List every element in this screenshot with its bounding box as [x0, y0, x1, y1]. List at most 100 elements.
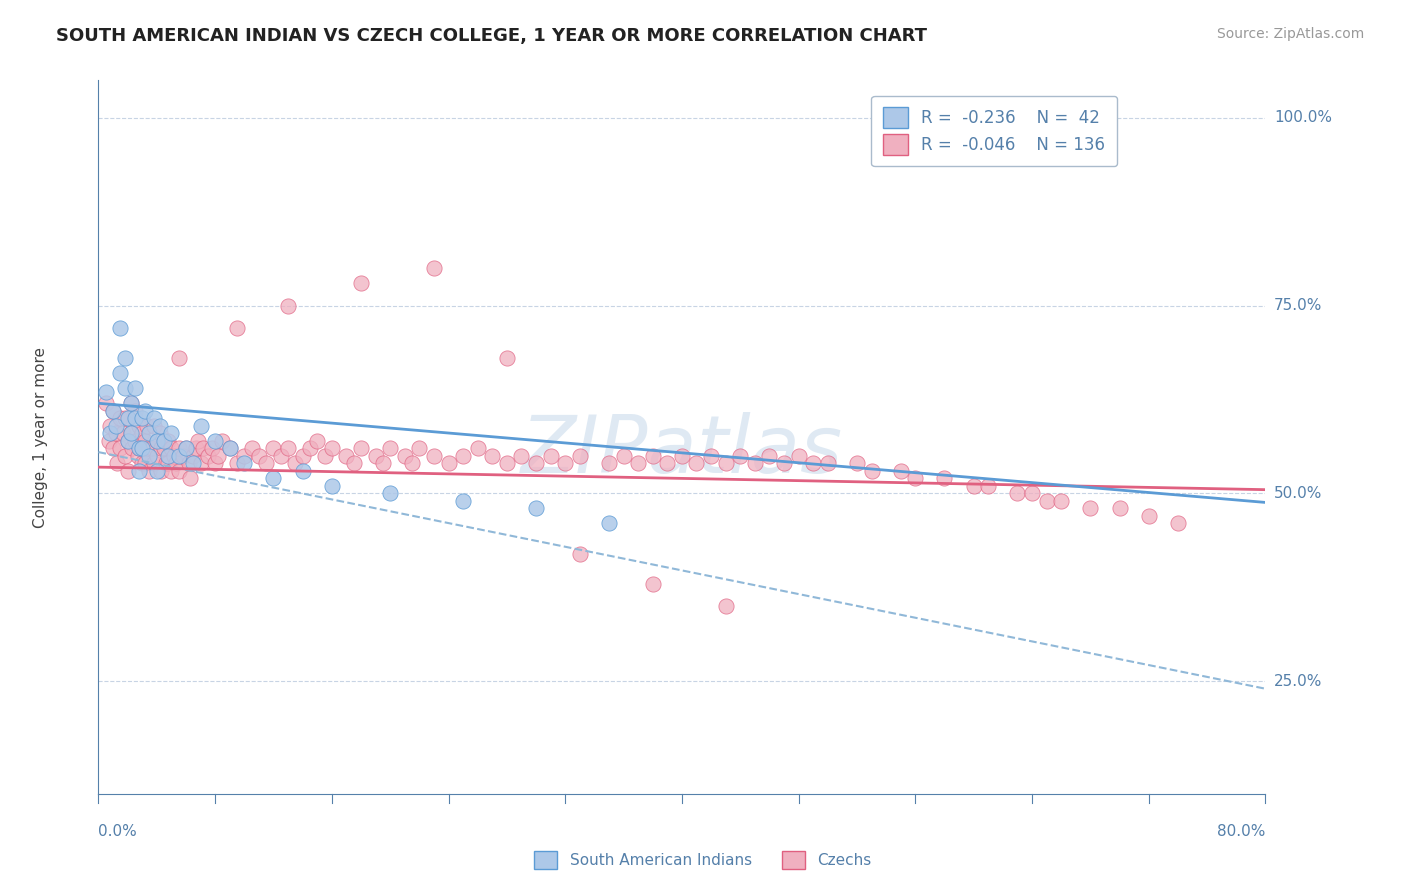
Point	[131, 426, 153, 441]
Point	[401, 456, 423, 470]
Point	[120, 426, 142, 441]
Point	[101, 404, 124, 418]
Point	[247, 449, 270, 463]
Point	[138, 442, 160, 456]
Point	[124, 411, 146, 425]
Point	[179, 471, 201, 485]
Point	[98, 426, 121, 441]
Point	[105, 456, 128, 470]
Point	[744, 456, 766, 470]
Point	[187, 434, 209, 448]
Point	[153, 434, 176, 448]
Point	[554, 456, 576, 470]
Point	[496, 351, 519, 366]
Point	[321, 442, 343, 456]
Point	[128, 418, 150, 433]
Point	[291, 464, 314, 478]
Point	[801, 456, 824, 470]
Point	[114, 381, 136, 395]
Point	[657, 456, 679, 470]
Point	[149, 418, 172, 433]
Point	[233, 449, 256, 463]
Point	[181, 449, 204, 463]
Point	[128, 442, 150, 456]
Point	[321, 479, 343, 493]
Point	[343, 456, 366, 470]
Point	[110, 366, 132, 380]
Point	[218, 442, 240, 456]
Point	[167, 442, 190, 456]
Point	[146, 434, 169, 448]
Point	[124, 404, 146, 418]
Point	[157, 449, 180, 463]
Text: 50.0%: 50.0%	[1274, 486, 1323, 501]
Point	[165, 456, 187, 470]
Point	[114, 351, 136, 366]
Point	[510, 449, 533, 463]
Point	[131, 442, 153, 456]
Point	[254, 456, 277, 470]
Point	[204, 456, 226, 470]
Point	[172, 449, 194, 463]
Point	[934, 471, 956, 485]
Point	[1108, 501, 1130, 516]
Point	[408, 442, 430, 456]
Point	[451, 494, 474, 508]
Point	[1080, 501, 1102, 516]
Point	[146, 449, 169, 463]
Point	[568, 547, 591, 561]
Point	[1167, 516, 1189, 531]
Point	[131, 411, 153, 425]
Point	[149, 426, 172, 441]
Point	[98, 418, 121, 433]
Point	[114, 411, 136, 425]
Point	[193, 442, 215, 456]
Point	[773, 456, 796, 470]
Point	[641, 449, 664, 463]
Point	[104, 426, 127, 441]
Point	[380, 486, 402, 500]
Text: 25.0%: 25.0%	[1274, 673, 1323, 689]
Point	[598, 456, 620, 470]
Point	[568, 449, 591, 463]
Point	[117, 434, 139, 448]
Point	[226, 456, 249, 470]
Point	[364, 449, 387, 463]
Point	[226, 321, 249, 335]
Point	[714, 456, 737, 470]
Legend: R =  -0.236    N =  42, R =  -0.046    N = 136: R = -0.236 N = 42, R = -0.046 N = 136	[872, 95, 1116, 167]
Point	[540, 449, 562, 463]
Point	[524, 501, 547, 516]
Point	[141, 442, 163, 456]
Point	[177, 456, 200, 470]
Point	[1007, 486, 1029, 500]
Point	[277, 299, 299, 313]
Point	[104, 418, 127, 433]
Point	[350, 276, 373, 290]
Point	[627, 456, 650, 470]
Point	[1050, 494, 1073, 508]
Point	[142, 418, 165, 433]
Point	[962, 479, 984, 493]
Point	[160, 442, 183, 456]
Point	[124, 381, 146, 395]
Point	[160, 426, 183, 441]
Point	[134, 404, 156, 418]
Point	[218, 442, 240, 456]
Point	[186, 442, 208, 456]
Point	[94, 396, 117, 410]
Point	[131, 456, 153, 470]
Point	[155, 456, 177, 470]
Point	[124, 434, 146, 448]
Point	[117, 434, 139, 448]
Text: 0.0%: 0.0%	[98, 824, 138, 839]
Point	[524, 456, 547, 470]
Point	[138, 449, 160, 463]
Point	[138, 426, 160, 441]
Point	[262, 442, 284, 456]
Point	[157, 456, 180, 470]
Text: College, 1 year or more: College, 1 year or more	[32, 347, 48, 527]
Point	[197, 449, 219, 463]
Point	[496, 456, 519, 470]
Point	[671, 449, 693, 463]
